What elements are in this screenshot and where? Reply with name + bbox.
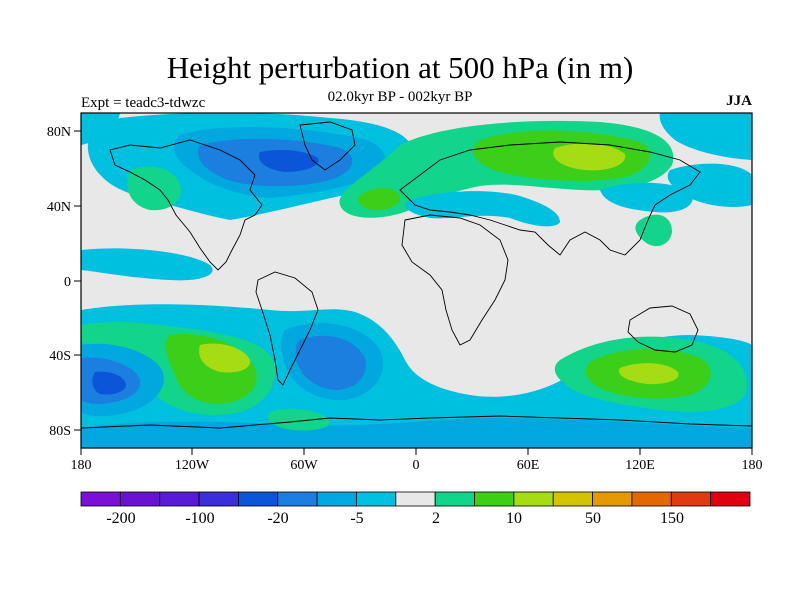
map-title: Height perturbation at 500 hPa (in m) xyxy=(166,50,634,85)
contour-tropical-pacific-negative xyxy=(81,248,213,281)
coastlines xyxy=(81,121,752,429)
y-tick-labels: 80N 40N 0 40S 80S xyxy=(47,125,71,439)
contour-west-pacific-positive xyxy=(635,214,672,247)
colorbar-label: -5 xyxy=(350,510,363,527)
contour-pacific-negative xyxy=(667,163,752,207)
contour-central-asia-negative xyxy=(405,191,560,227)
colorbar-swatch xyxy=(395,491,436,507)
colorbar-label: 150 xyxy=(660,510,684,527)
colorbar-label: -100 xyxy=(185,510,214,527)
colorbar-swatch xyxy=(670,491,712,507)
contour-south-atlantic-negative-strong xyxy=(295,335,366,390)
colorbar-swatch xyxy=(119,491,161,507)
x-tick-labels: 180 120W 60W 0 60E 120E 180 xyxy=(71,458,763,473)
x-tick-label: 120E xyxy=(625,458,655,473)
coastline-africa xyxy=(401,214,509,346)
contour-south-atlantic-positive xyxy=(267,408,331,431)
colorbar-swatch xyxy=(513,491,554,507)
x-tick-label: 60E xyxy=(517,458,540,473)
colorbar-swatch xyxy=(238,491,279,507)
x-tick-label: 60W xyxy=(290,458,318,473)
y-tick-label: 80N xyxy=(47,125,71,140)
contour-arctic-west-negative xyxy=(81,113,120,145)
colorbar-swatch xyxy=(356,491,397,507)
colorbar-swatch xyxy=(316,491,357,507)
colorbar-swatch xyxy=(277,491,318,507)
contour-southern-ocean-negative xyxy=(81,304,752,448)
y-tick-label: 40S xyxy=(49,349,71,364)
contour-canada-negative-core xyxy=(258,150,319,172)
y-tick-label: 0 xyxy=(64,275,71,290)
y-tick-label: 40N xyxy=(47,200,71,215)
y-tick-label: 80S xyxy=(49,424,71,439)
coastline-australia xyxy=(627,305,699,353)
colorbar-swatch xyxy=(631,491,672,507)
colorbar-label: -20 xyxy=(267,510,288,527)
colorbar-swatch xyxy=(710,491,751,507)
coastline-greenland xyxy=(299,121,356,171)
contour-europe-positive-mid xyxy=(358,187,401,211)
season-label: JJA xyxy=(726,93,752,109)
contour-indian-ocean-positive-strong xyxy=(619,363,679,385)
colorbar-swatch xyxy=(592,491,633,507)
contour-asia-negative xyxy=(600,182,693,213)
coastline-antarctica xyxy=(81,415,752,429)
colorbar-swatch xyxy=(474,491,515,507)
colorbar-swatch xyxy=(80,491,121,507)
colorbar-label: 10 xyxy=(506,510,522,527)
contour-south-pacific-positive-strong xyxy=(199,343,251,373)
colorbar-label: -200 xyxy=(106,510,135,527)
coastline-south-america xyxy=(255,271,319,386)
colorbar-swatch xyxy=(434,491,475,507)
colorbar-swatch xyxy=(552,491,593,507)
colorbar-swatch xyxy=(159,491,200,507)
colorbar-label: 2 xyxy=(432,510,440,527)
x-tick-label: 180 xyxy=(71,458,92,473)
contour-southwest-pacific-negative-core xyxy=(92,371,126,395)
coastline-eurasia xyxy=(399,141,701,256)
x-tick-label: 180 xyxy=(742,458,763,473)
colorbar xyxy=(80,491,751,507)
map-subtitle: 02.0kyr BP - 002kyr BP xyxy=(327,89,473,105)
coastline-north-america xyxy=(109,139,263,271)
colorbar-swatch xyxy=(198,491,239,507)
colorbar-label: 50 xyxy=(585,510,601,527)
colorbar-labels: -200 -100 -20 -5 2 10 50 150 xyxy=(106,510,684,527)
experiment-label: Expt = teadc3-tdwzc xyxy=(81,95,206,111)
contour-arctic-east-negative xyxy=(659,113,752,160)
axis-ticks xyxy=(74,130,753,455)
contour-field xyxy=(81,113,752,448)
x-tick-label: 0 xyxy=(413,458,420,473)
contour-siberia-positive-strong xyxy=(553,143,626,171)
x-tick-label: 120W xyxy=(175,458,210,473)
